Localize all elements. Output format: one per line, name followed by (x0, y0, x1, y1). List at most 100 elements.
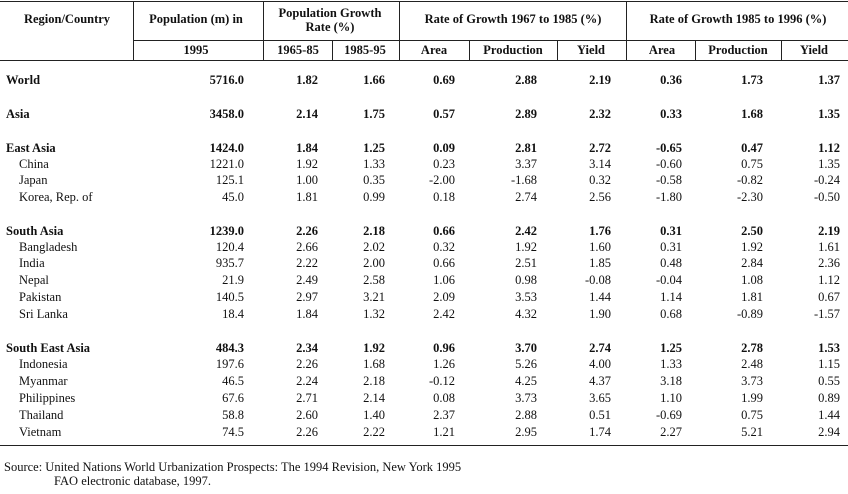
table-cell: 2.58 (363, 273, 385, 287)
table-cell: 5.26 (515, 357, 537, 371)
table-cell: 0.75 (741, 157, 763, 171)
table-cell: 0.09 (433, 141, 455, 155)
row-label: Sri Lanka (19, 307, 68, 321)
table-cell: -1.80 (655, 190, 682, 204)
row-label: South East Asia (6, 341, 91, 355)
table-cell: 0.51 (589, 408, 611, 422)
table-cell: 0.89 (818, 391, 840, 405)
table-cell: 0.66 (433, 224, 455, 238)
vrule-5 (469, 40, 470, 60)
table-cell: 1.00 (296, 173, 318, 187)
table-cell: 2.22 (296, 256, 318, 270)
vrule-2 (263, 1, 264, 60)
table-cell: 1.12 (818, 141, 840, 155)
table-cell: 18.4 (222, 307, 244, 321)
table-cell: -2.30 (736, 190, 763, 204)
table-cell: 45.0 (222, 190, 244, 204)
rule-top (0, 1, 848, 2)
table-cell: 1.53 (818, 341, 840, 355)
table-cell: 1221.0 (209, 157, 244, 171)
vrule-1 (133, 1, 134, 60)
table-cell: 3.65 (589, 391, 611, 405)
table-cell: 1.33 (660, 357, 682, 371)
header-popgrowth-1985-95: 1985-95 (344, 43, 386, 57)
table-cell: 1.12 (818, 273, 840, 287)
row-label: Myanmar (19, 374, 68, 388)
header-yield-1: Yield (576, 43, 605, 57)
table-cell: 2.71 (296, 391, 318, 405)
table-cell: 2.42 (515, 224, 537, 238)
table-cell: 0.36 (660, 73, 682, 87)
table-cell: 2.34 (296, 341, 318, 355)
table-cell: 0.32 (433, 240, 455, 254)
header-production-2: Production (708, 43, 768, 57)
table-cell: 125.1 (215, 173, 244, 187)
table-cell: 1.82 (296, 73, 318, 87)
table-cell: -1.68 (510, 173, 537, 187)
vrule-7 (626, 1, 627, 60)
row-label: World (6, 73, 41, 87)
table-cell: 2.26 (296, 357, 318, 371)
table-cell: 484.3 (215, 341, 244, 355)
table-cell: 1.92 (363, 341, 385, 355)
table-cell: 2.48 (741, 357, 763, 371)
table-cell: 2.24 (296, 374, 318, 388)
row-label: Nepal (19, 273, 49, 287)
table-cell: 2.56 (589, 190, 611, 204)
table-cell: 1.85 (589, 256, 611, 270)
table-cell: 2.19 (818, 224, 840, 238)
table-cell: 0.31 (660, 240, 682, 254)
table-cell: -0.82 (736, 173, 763, 187)
source-line-1: Source: United Nations World Urbanizatio… (4, 460, 462, 474)
table-cell: -2.00 (428, 173, 455, 187)
row-label: Vietnam (19, 425, 62, 439)
table-cell: 0.35 (363, 173, 385, 187)
row-label: Korea, Rep. of (19, 190, 93, 204)
table-cell: 1.68 (363, 357, 385, 371)
row-label: East Asia (6, 141, 56, 155)
row-label: Bangladesh (19, 240, 78, 254)
table-cell: 1.37 (818, 73, 840, 87)
table-cell: 2.37 (433, 408, 455, 422)
table-cell: -0.89 (736, 307, 763, 321)
table-cell: 1.66 (363, 73, 385, 87)
table-cell: 3.53 (515, 290, 537, 304)
vrule-8 (695, 40, 696, 60)
table-cell: 2.89 (515, 107, 537, 121)
table-cell: 0.75 (741, 408, 763, 422)
table-cell: 1.99 (741, 391, 763, 405)
table-cell: 2.74 (515, 190, 537, 204)
header-region: Region/Country (23, 12, 111, 26)
table-cell: 1.68 (741, 107, 763, 121)
table-cell: -0.04 (655, 273, 682, 287)
table-cell: 2.36 (818, 256, 840, 270)
table-cell: -0.69 (655, 408, 682, 422)
vrule-3 (332, 40, 333, 60)
table-cell: 3.37 (515, 157, 537, 171)
row-label: South Asia (6, 224, 64, 238)
growth-rate-table: Region/Country Population (m) in 1995 Po… (0, 1, 848, 446)
row-label: China (19, 157, 49, 171)
header-production-1: Production (483, 43, 543, 57)
table-cell: 0.08 (433, 391, 455, 405)
table-cell: 1424.0 (209, 141, 244, 155)
table-cell: 2.51 (515, 256, 537, 270)
table-cell: 1.81 (741, 290, 763, 304)
table-cell: 1.61 (818, 240, 840, 254)
table-cell: -0.60 (655, 157, 682, 171)
table-cell: -0.08 (584, 273, 611, 287)
table-cell: 0.33 (660, 107, 682, 121)
table-cell: 0.68 (660, 307, 682, 321)
table-cell: 1.26 (433, 357, 455, 371)
row-label: Indonesia (19, 357, 68, 371)
table-cell: 2.02 (363, 240, 385, 254)
table-cell: 2.09 (433, 290, 455, 304)
table-cell: 4.25 (515, 374, 537, 388)
row-label: Asia (6, 107, 30, 121)
vrule-9 (781, 40, 782, 60)
table-cell: 2.14 (363, 391, 385, 405)
table-cell: 5.21 (741, 425, 763, 439)
header-population-growth: Population Growth Rate (%) (278, 6, 382, 34)
table-cell: 3.73 (515, 391, 537, 405)
table-cell: 2.22 (363, 425, 385, 439)
